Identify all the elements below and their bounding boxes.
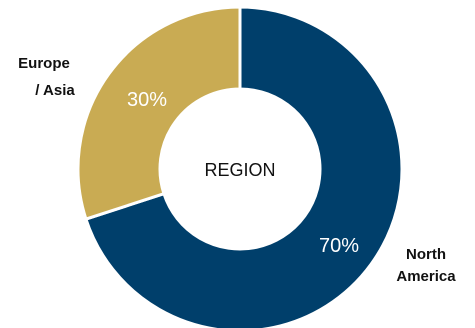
slices-group — [76, 5, 404, 328]
slice-category-label-north-america-line2: America — [396, 268, 456, 285]
center-label: REGION — [204, 160, 275, 180]
slice-value-label-north-america: 70% — [319, 235, 359, 257]
slice-value-label-europe-asia: 30% — [127, 89, 167, 111]
donut-slice-north-america — [84, 5, 404, 328]
donut-slice-europe-asia — [76, 5, 242, 221]
slice-category-label-europe-asia-line2: / Asia — [35, 82, 75, 99]
slice-category-label-europe-asia-line1: Europe — [18, 55, 70, 72]
slice-category-label-north-america-line1: North — [406, 246, 446, 263]
